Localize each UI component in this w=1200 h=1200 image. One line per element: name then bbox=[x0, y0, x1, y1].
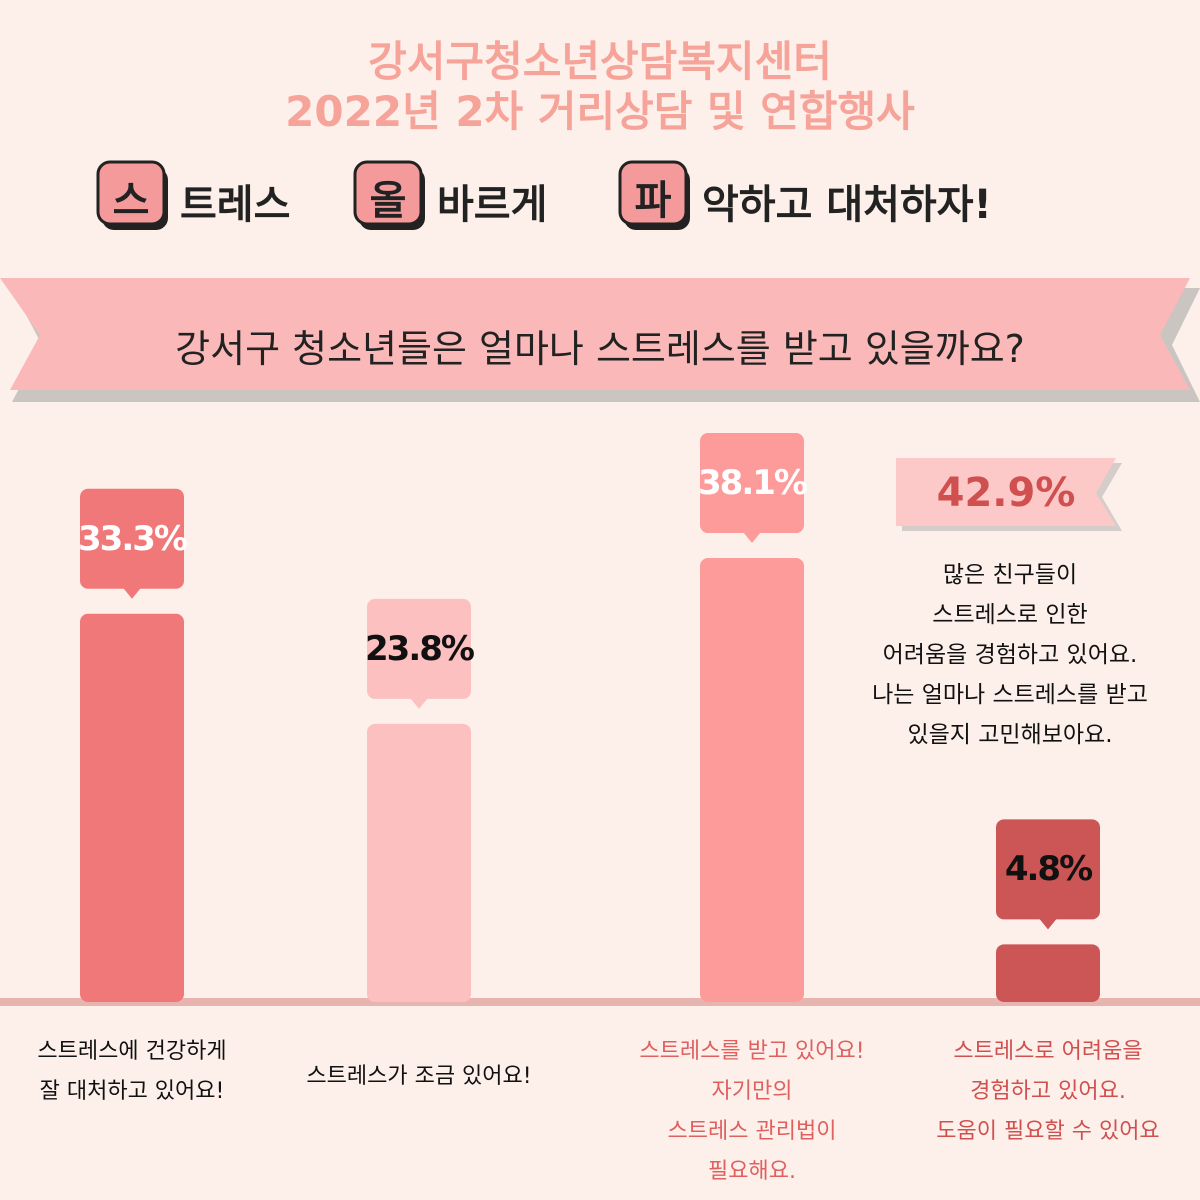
title-line: 강서구청소년상담복지센터 bbox=[368, 37, 832, 86]
badge bbox=[96, 160, 166, 226]
slogan-text: 악하고 대처하자! bbox=[702, 182, 992, 228]
category-label: 스트레스가 조금 있어요! bbox=[306, 1064, 532, 1089]
badge bbox=[353, 160, 423, 226]
value-box bbox=[700, 433, 804, 534]
value-box-pointer bbox=[123, 587, 141, 599]
category-label: 스트레스에 건강하게 잘 대처하고 있어요! bbox=[37, 1039, 227, 1104]
badge bbox=[618, 160, 688, 226]
banner bbox=[0, 278, 1190, 390]
value-box bbox=[80, 488, 184, 589]
callout-text: 많은 친구들이 스트레스로 인한 어려움을 경험하고 있어요. 나는 얼마나 스… bbox=[872, 562, 1148, 748]
callout bbox=[896, 458, 1116, 526]
baseline bbox=[0, 998, 1200, 1006]
value-box-pointer bbox=[743, 532, 761, 544]
category-label: 스트레스를 받고 있어요! 자기만의 스트레스 관리법이 필요해요. bbox=[639, 1039, 865, 1184]
bar bbox=[80, 613, 184, 1002]
chart-title: 강서구 청소년들은 얼마나 스트레스를 받고 있을까요? bbox=[175, 327, 1025, 371]
value-box bbox=[367, 598, 471, 699]
callout-label: 42.9% bbox=[936, 470, 1076, 516]
value-box bbox=[996, 819, 1100, 920]
title-line: 2022년 2차 거리상담 및 연합행사 bbox=[285, 87, 915, 136]
value-box-pointer bbox=[410, 697, 428, 709]
slogan-badge: 올 bbox=[369, 178, 407, 224]
value-label: 4.8% bbox=[1004, 849, 1093, 890]
slogan-badge: 파 bbox=[634, 178, 672, 224]
category-label: 스트레스로 어려움을 경험하고 있어요. 도움이 필요할 수 있어요 bbox=[936, 1039, 1160, 1144]
value-label: 38.1% bbox=[698, 463, 808, 504]
value-box-pointer bbox=[1039, 918, 1057, 930]
bar bbox=[367, 723, 471, 1002]
bar bbox=[700, 558, 804, 1002]
bar bbox=[996, 944, 1100, 1002]
slogan-text: 트레스 bbox=[180, 182, 291, 228]
value-label: 33.3% bbox=[78, 518, 188, 559]
value-label: 23.8% bbox=[365, 628, 475, 669]
slogan-text: 바르게 bbox=[437, 182, 548, 228]
slogan-badge: 스 bbox=[112, 178, 150, 224]
